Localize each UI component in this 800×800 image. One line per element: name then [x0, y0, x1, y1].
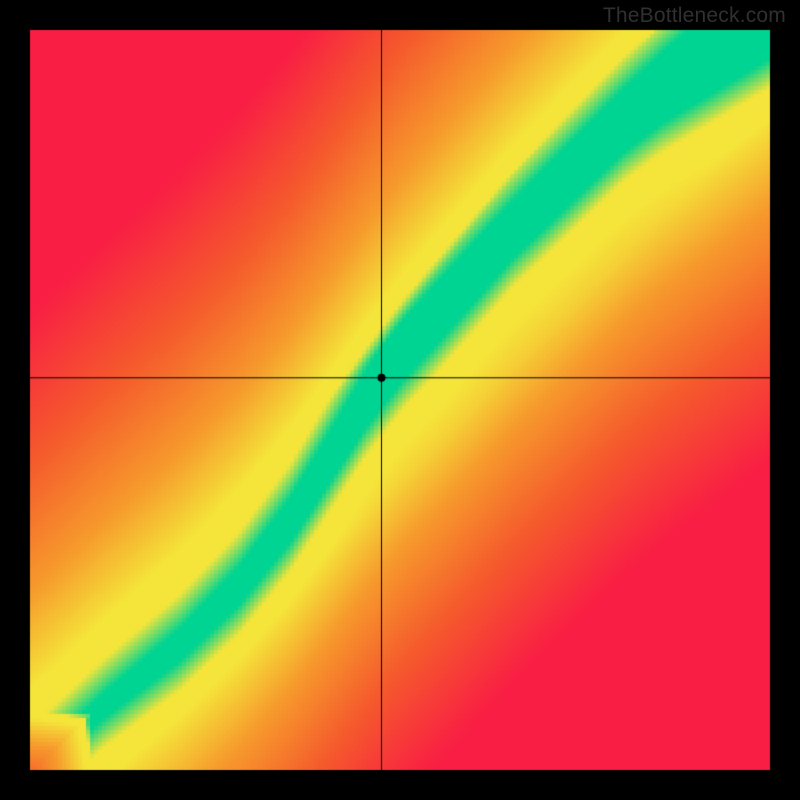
chart-container: TheBottleneck.com: [0, 0, 800, 800]
heatmap-canvas: [0, 0, 800, 800]
watermark-text: TheBottleneck.com: [603, 4, 786, 28]
